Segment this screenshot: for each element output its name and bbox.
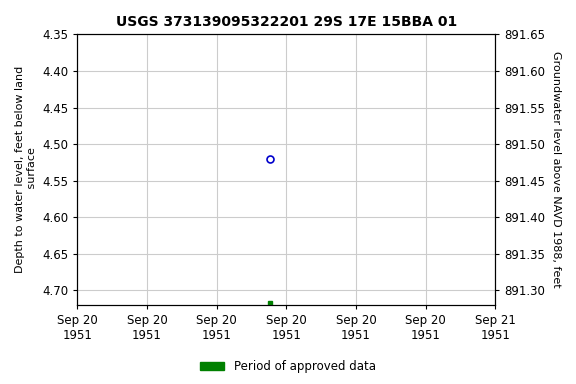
Title: USGS 373139095322201 29S 17E 15BBA 01: USGS 373139095322201 29S 17E 15BBA 01: [116, 15, 457, 29]
Legend: Period of approved data: Period of approved data: [196, 356, 380, 378]
Y-axis label: Depth to water level, feet below land
 surface: Depth to water level, feet below land su…: [15, 66, 37, 273]
Y-axis label: Groundwater level above NAVD 1988, feet: Groundwater level above NAVD 1988, feet: [551, 51, 561, 288]
